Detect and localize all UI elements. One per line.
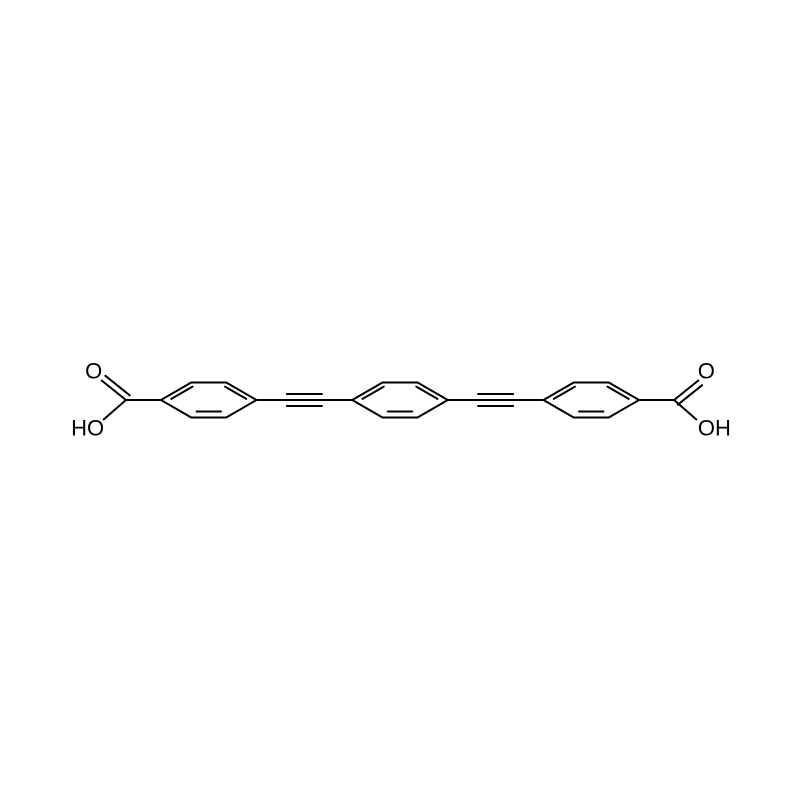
svg-text:O: O xyxy=(698,358,715,383)
svg-text:HO: HO xyxy=(71,415,104,440)
svg-text:O: O xyxy=(85,358,102,383)
svg-text:OH: OH xyxy=(698,415,731,440)
